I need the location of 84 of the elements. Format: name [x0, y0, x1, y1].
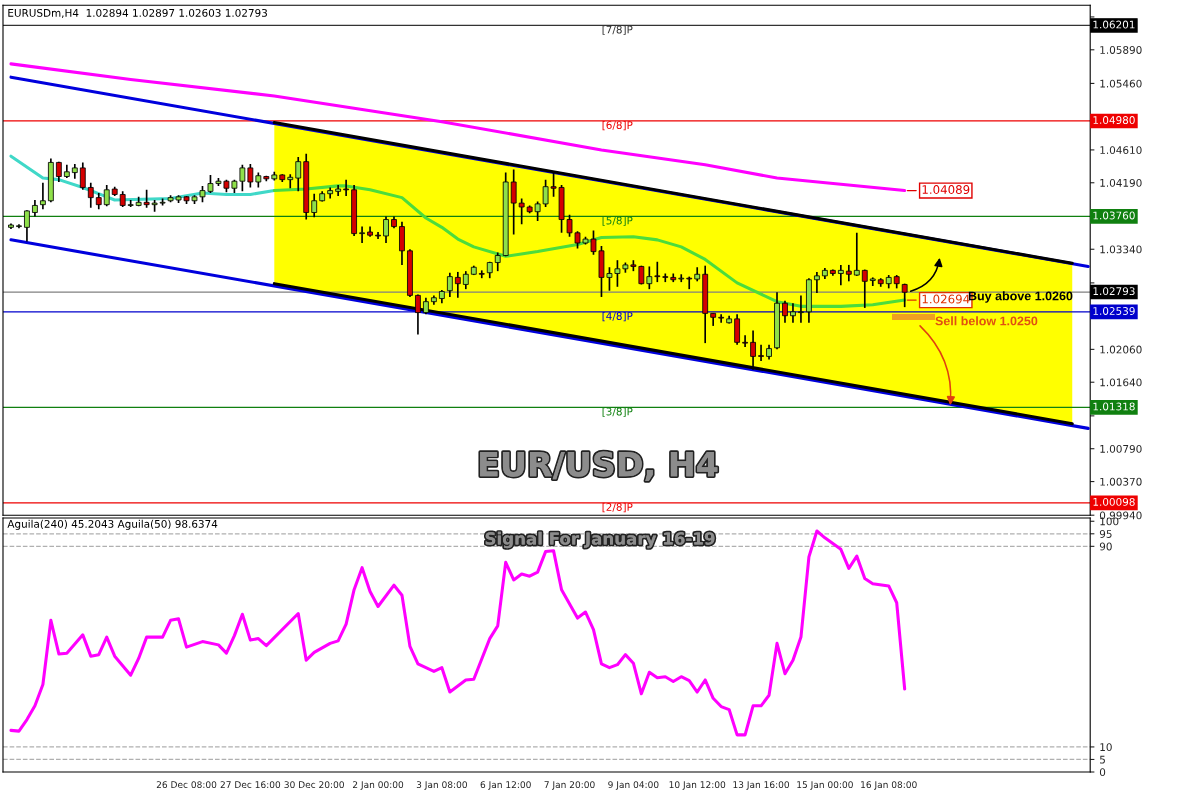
y-tick-label: 1.04190 [1100, 178, 1142, 187]
candlestick [295, 156, 302, 193]
x-tick-label: 6 Jan 12:00 [480, 781, 531, 790]
annotation: Sell below 1.0250 [935, 316, 1038, 326]
candlestick [103, 184, 110, 208]
annotation: Signal For January 16-19 [485, 531, 715, 549]
y-tick-label: 0 [1099, 768, 1106, 777]
chart-title: EURUSDm,H4 1.02894 1.02897 1.02603 1.02793 [8, 8, 267, 18]
candlestick [510, 168, 517, 236]
candlestick [287, 173, 294, 190]
candlestick [383, 215, 389, 244]
x-tick-label: 26 Dec 08:00 [156, 781, 217, 789]
ref-line-label: [2/8]P [602, 502, 633, 513]
text: 1.04980 [1093, 116, 1135, 124]
x-tick-label: 7 Jan 20:00 [544, 781, 595, 790]
x-tick-label: 30 Dec 20:00 [284, 781, 344, 789]
candlestick [40, 181, 46, 211]
candlestick [646, 265, 653, 290]
line-series [272, 184, 907, 308]
candlestick [798, 294, 804, 324]
candlestick [446, 271, 453, 298]
y-tick-label: 1.00790 [1100, 444, 1142, 453]
candlestick [87, 181, 94, 209]
candlestick [311, 192, 318, 219]
y-tick-label: 1.04610 [1100, 146, 1142, 155]
x-tick-label: 13 Jan 16:00 [733, 781, 790, 790]
y-tick-label: 1.02060 [1100, 345, 1142, 354]
y-tick-label: 10 [1100, 743, 1112, 752]
y-tick-label: 1.00370 [1100, 477, 1142, 486]
x-tick-label: 2 Jan 00:00 [352, 781, 404, 790]
candlestick [782, 300, 788, 324]
candlestick [861, 268, 868, 309]
ref-line-label: [5/8]P [602, 216, 633, 226]
text: 1.03760 [1093, 211, 1135, 220]
candlestick [343, 178, 350, 197]
candlestick [750, 329, 756, 371]
annotation: EUR/USD, H4 [480, 451, 718, 481]
y-tick-label: 1.05890 [1100, 46, 1142, 54]
candlestick [654, 260, 661, 283]
x-tick-label: 3 Jan 08:00 [416, 781, 467, 790]
annotation: 1.02694 [922, 294, 970, 304]
candlestick [678, 273, 685, 283]
line-series [9, 529, 907, 737]
x-tick-label: 9 Jan 04:00 [608, 781, 659, 790]
text: 1.01318 [1093, 402, 1135, 411]
x-tick-label: 27 Dec 16:00 [220, 781, 281, 789]
text: 1.02539 [1093, 307, 1135, 315]
candlestick [718, 313, 725, 324]
candlestick [790, 302, 796, 324]
y-tick-label: 90 [1099, 542, 1112, 551]
y-tick-label: 95 [1099, 530, 1112, 538]
annotation: 1.04089 [922, 185, 970, 195]
x-tick-label: 15 Jan 00:00 [797, 781, 853, 790]
y-tick-label: 5 [1100, 755, 1105, 764]
x-tick-label: 16 Jan 08:00 [861, 781, 917, 790]
y-tick-label: 1.05460 [1100, 79, 1142, 88]
line-series [9, 62, 907, 193]
candlestick [662, 272, 669, 283]
candlestick [415, 293, 421, 336]
ref-line-label: [3/8]P [602, 407, 633, 417]
candlestick [478, 269, 485, 280]
candlestick [79, 161, 86, 191]
candlestick [518, 197, 525, 226]
candlestick [734, 313, 740, 346]
ref-line-label: [6/8]P [602, 120, 633, 131]
text: 1.02793 [1093, 287, 1135, 296]
candlestick [359, 225, 365, 244]
candlestick [686, 275, 693, 290]
ref-line-label: [4/8]P [602, 311, 633, 322]
candlestick [742, 334, 748, 348]
y-tick-label: 1.01640 [1100, 378, 1142, 387]
candlestick [454, 271, 461, 299]
text: 1.00098 [1093, 497, 1135, 506]
candlestick [494, 251, 501, 272]
chart-title: Aguila(240) 45.2043 Aguila(50) 98.6374 [7, 519, 218, 530]
candlestick [814, 271, 820, 294]
ref-line-label: [7/8]P [602, 25, 633, 35]
y-tick-label: 1.03340 [1100, 245, 1142, 254]
x-tick-label: 10 Jan 12:00 [669, 781, 726, 790]
candlestick [837, 264, 844, 287]
candlestick [758, 343, 764, 362]
candlestick [853, 231, 860, 277]
text: 1.06201 [1093, 20, 1135, 29]
candlestick [24, 209, 30, 243]
